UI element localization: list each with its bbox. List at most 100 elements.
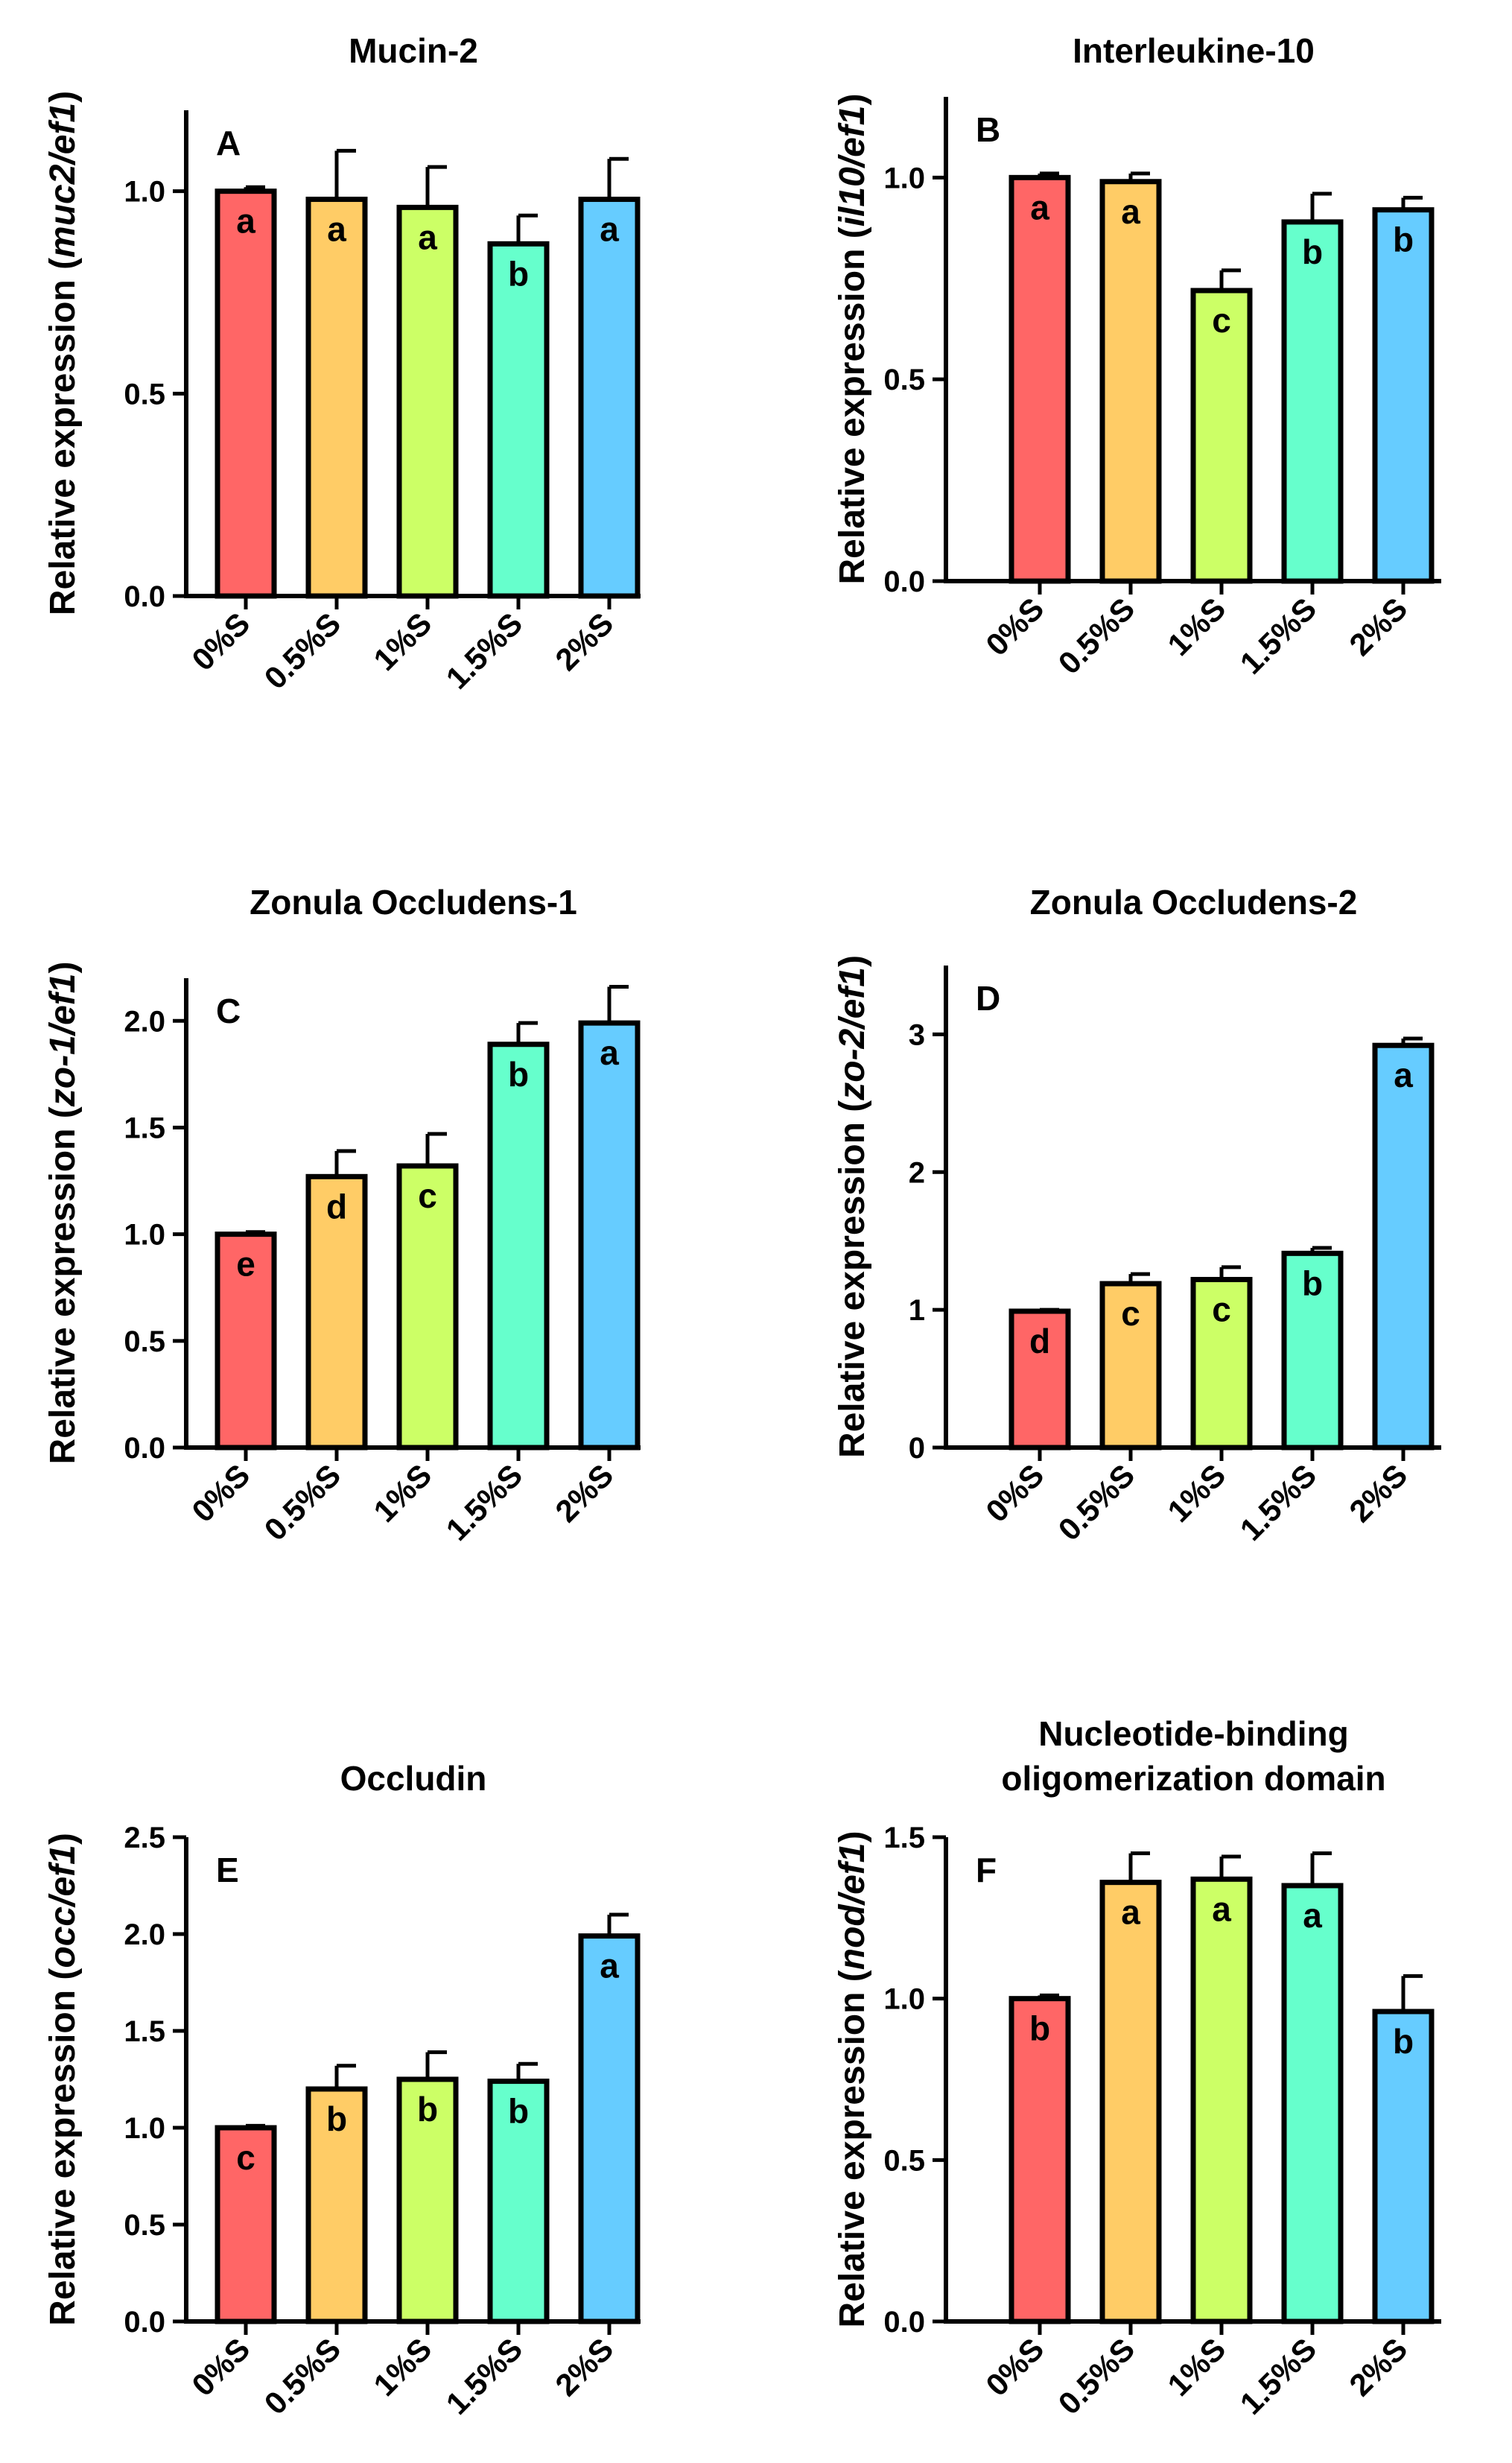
significance-letter-0p5pcts: a (327, 210, 346, 249)
panel-label: D (976, 979, 1000, 1018)
y-axis-label-suffix: ) (43, 1833, 83, 1845)
y-axis-label-ratio: zo-2/ef1 (833, 967, 872, 1101)
y-tick-label: 0.5 (124, 1325, 165, 1358)
y-tick-label: 3 (909, 1018, 925, 1051)
y-axis-label-prefix: Relative expression ( (833, 226, 872, 584)
x-tick-label-1p5pcts: 1.5%S (1233, 1457, 1324, 1547)
y-tick-label: 0.0 (124, 2306, 165, 2339)
significance-letter-0p5pcts: a (1121, 192, 1140, 231)
y-tick-label: 1.5 (883, 1822, 925, 1854)
y-axis-label-suffix: ) (43, 91, 83, 103)
significance-letter-1pcts: b (417, 2090, 438, 2128)
bar-1pcts (1190, 1876, 1253, 2324)
x-tick-label-0pcts: 0%S (185, 1457, 256, 1529)
panel-label: A (216, 124, 241, 162)
x-tick-label-1p5pcts: 1.5%S (439, 2331, 530, 2421)
x-tick-label-0pcts: 0%S (979, 2331, 1050, 2403)
significance-letter-2pcts: a (600, 1033, 619, 1072)
y-tick-label: 1.5 (124, 2015, 165, 2048)
significance-letter-1pcts: c (1212, 1290, 1231, 1328)
bar-1pcts (396, 2076, 459, 2324)
x-tick-label-1p5pcts: 1.5%S (439, 1457, 530, 1547)
y-axis-label-ratio: nod/ef1 (833, 1843, 872, 1971)
chart-title: Occludin (340, 1759, 487, 1798)
significance-letter-0p5pcts: b (326, 2099, 347, 2138)
significance-letter-1pcts: c (1212, 301, 1231, 340)
y-tick-label: 0.5 (883, 2144, 925, 2177)
x-tick-label-0pcts: 0%S (185, 606, 256, 677)
bar-2pcts (1372, 207, 1435, 584)
significance-letter-1pcts: a (418, 218, 437, 256)
y-tick-label: 0.0 (883, 2306, 925, 2339)
x-tick-label-0pcts: 0%S (185, 2331, 256, 2403)
chart-panel-b: Interleukine-10 Relative expression (il10… (833, 31, 1441, 681)
x-tick-label-1pcts: 1%S (366, 1457, 438, 1529)
significance-letter-0pcts: a (236, 202, 255, 241)
x-tick-label-1p5pcts: 1.5%S (1233, 2331, 1324, 2421)
x-tick-label-2pcts: 2%S (1342, 2331, 1414, 2403)
y-axis-label: Relative expression (muc2/ef1) (43, 91, 83, 615)
y-tick-label: 0 (909, 1432, 925, 1465)
x-tick-label-0p5pcts: 0.5%S (258, 2331, 348, 2421)
panel-label: B (976, 110, 1000, 149)
y-tick-label: 2 (909, 1156, 925, 1189)
significance-letter-0p5pcts: c (1121, 1294, 1140, 1333)
x-tick-label-1pcts: 1%S (1160, 591, 1232, 662)
x-tick-label-2pcts: 2%S (548, 1457, 620, 1529)
x-tick-label-2pcts: 2%S (1342, 591, 1414, 662)
significance-letter-0pcts: c (236, 2138, 255, 2177)
x-tick-label-0p5pcts: 0.5%S (258, 606, 348, 696)
chart-panel-c: Zonula Occludens-1 Relative expression (z… (43, 883, 641, 1547)
panel-label: F (976, 1851, 997, 1889)
significance-letter-2pcts: b (1393, 2022, 1414, 2061)
significance-letter-0p5pcts: a (1121, 1893, 1140, 1932)
y-tick-label: 0.5 (883, 364, 925, 396)
y-axis-label-prefix: Relative expression ( (833, 1100, 872, 1458)
y-axis-label-prefix: Relative expression ( (43, 1968, 83, 2326)
y-axis-label-suffix: ) (833, 1831, 872, 1843)
significance-letter-1pcts: c (418, 1176, 437, 1215)
x-tick-label-1p5pcts: 1.5%S (1233, 591, 1324, 681)
y-axis-label: Relative expression (occ/ef1) (43, 1833, 83, 2326)
y-axis-label: Relative expression (nod/ef1) (833, 1831, 872, 2328)
bar-2pcts (578, 1933, 641, 2324)
significance-letter-1p5pcts: b (1302, 232, 1323, 271)
y-axis-label-prefix: Relative expression ( (43, 258, 83, 615)
x-tick-label-0p5pcts: 0.5%S (1052, 2331, 1142, 2421)
bar-0p5pcts (1099, 1281, 1162, 1451)
bar-1pcts (396, 204, 459, 599)
bar-1p5pcts (1281, 1883, 1344, 2324)
x-tick-label-2pcts: 2%S (1342, 1457, 1414, 1529)
bar-0p5pcts (1099, 179, 1162, 584)
chart-title: Nucleotide-binding (1038, 1714, 1349, 1753)
y-tick-label: 1.0 (883, 162, 925, 194)
x-tick-label-2pcts: 2%S (548, 606, 620, 677)
bar-2pcts (578, 197, 641, 599)
x-tick-label-1pcts: 1%S (366, 606, 438, 677)
chart-title: Zonula Occludens-2 (1030, 883, 1358, 922)
x-tick-label-0pcts: 0%S (979, 1457, 1050, 1529)
bar-2pcts (578, 1020, 641, 1451)
significance-letter-2pcts: a (600, 1947, 619, 1985)
y-axis-label-prefix: Relative expression ( (833, 1970, 872, 2327)
y-tick-label: 1.0 (124, 176, 165, 209)
chart-panel-d: Zonula Occludens-2 Relative expression (z… (833, 883, 1441, 1547)
x-tick-label-0pcts: 0%S (979, 591, 1050, 662)
chart-title: Interleukine-10 (1073, 31, 1315, 70)
panel-label: C (216, 992, 241, 1030)
y-tick-label: 0.5 (124, 378, 165, 410)
y-axis-label-ratio: zo-1/ef1 (43, 974, 83, 1108)
x-tick-label-1p5pcts: 1.5%S (439, 606, 530, 696)
bar-2pcts (1372, 1042, 1435, 1451)
significance-letter-1pcts: a (1212, 1889, 1231, 1928)
y-axis-label: Relative expression (zo-1/ef1) (43, 962, 83, 1465)
significance-letter-2pcts: a (600, 210, 619, 249)
chart-panel-e: Occludin Relative expression (occ/ef1) 0.0… (43, 1759, 641, 2421)
significance-letter-0pcts: e (236, 1245, 255, 1284)
y-axis-label: Relative expression (zo-2/ef1) (833, 955, 872, 1458)
x-tick-label-0p5pcts: 0.5%S (258, 1457, 348, 1547)
y-axis-label-suffix: ) (43, 962, 83, 974)
y-axis-label-ratio: occ/ef1 (43, 1845, 83, 1968)
bar-0pcts (215, 2125, 277, 2324)
